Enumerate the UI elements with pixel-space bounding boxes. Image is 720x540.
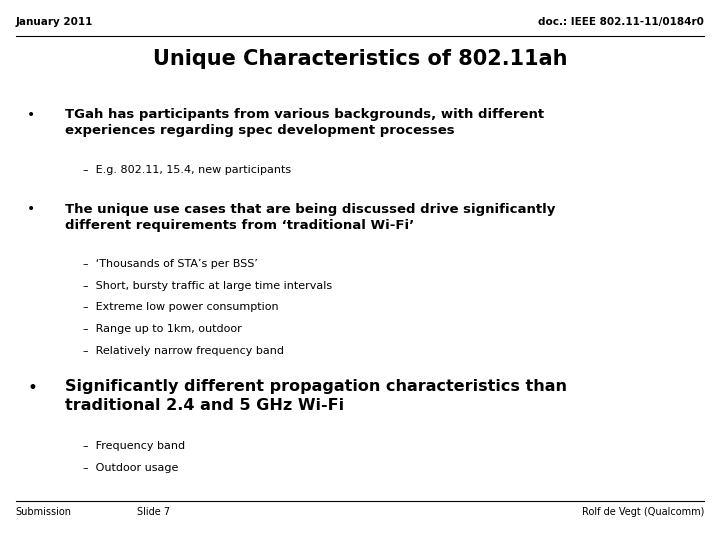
- Text: •: •: [27, 202, 35, 217]
- Text: Slide 7: Slide 7: [137, 507, 170, 517]
- Text: doc.: IEEE 802.11-11/0184r0: doc.: IEEE 802.11-11/0184r0: [539, 17, 704, 28]
- Text: –  Outdoor usage: – Outdoor usage: [83, 463, 178, 473]
- Text: Submission: Submission: [16, 507, 72, 517]
- Text: –  Frequency band: – Frequency band: [83, 441, 185, 451]
- Text: –  Short, bursty traffic at large time intervals: – Short, bursty traffic at large time in…: [83, 281, 332, 291]
- Text: –  Relatively narrow frequency band: – Relatively narrow frequency band: [83, 346, 284, 356]
- Text: TGah has participants from various backgrounds, with different
experiences regar: TGah has participants from various backg…: [65, 108, 544, 137]
- Text: –  ‘Thousands of STA’s per BSS’: – ‘Thousands of STA’s per BSS’: [83, 259, 258, 269]
- Text: –  Extreme low power consumption: – Extreme low power consumption: [83, 302, 279, 313]
- Text: •: •: [27, 379, 37, 397]
- Text: The unique use cases that are being discussed drive significantly
different requ: The unique use cases that are being disc…: [65, 202, 555, 232]
- Text: –  Range up to 1km, outdoor: – Range up to 1km, outdoor: [83, 324, 241, 334]
- Text: Significantly different propagation characteristics than
traditional 2.4 and 5 G: Significantly different propagation char…: [65, 379, 567, 413]
- Text: •: •: [27, 108, 35, 122]
- Text: Rolf de Vegt (Qualcomm): Rolf de Vegt (Qualcomm): [582, 507, 704, 517]
- Text: –  E.g. 802.11, 15.4, new participants: – E.g. 802.11, 15.4, new participants: [83, 165, 291, 175]
- Text: Unique Characteristics of 802.11ah: Unique Characteristics of 802.11ah: [153, 49, 567, 69]
- Text: January 2011: January 2011: [16, 17, 93, 28]
